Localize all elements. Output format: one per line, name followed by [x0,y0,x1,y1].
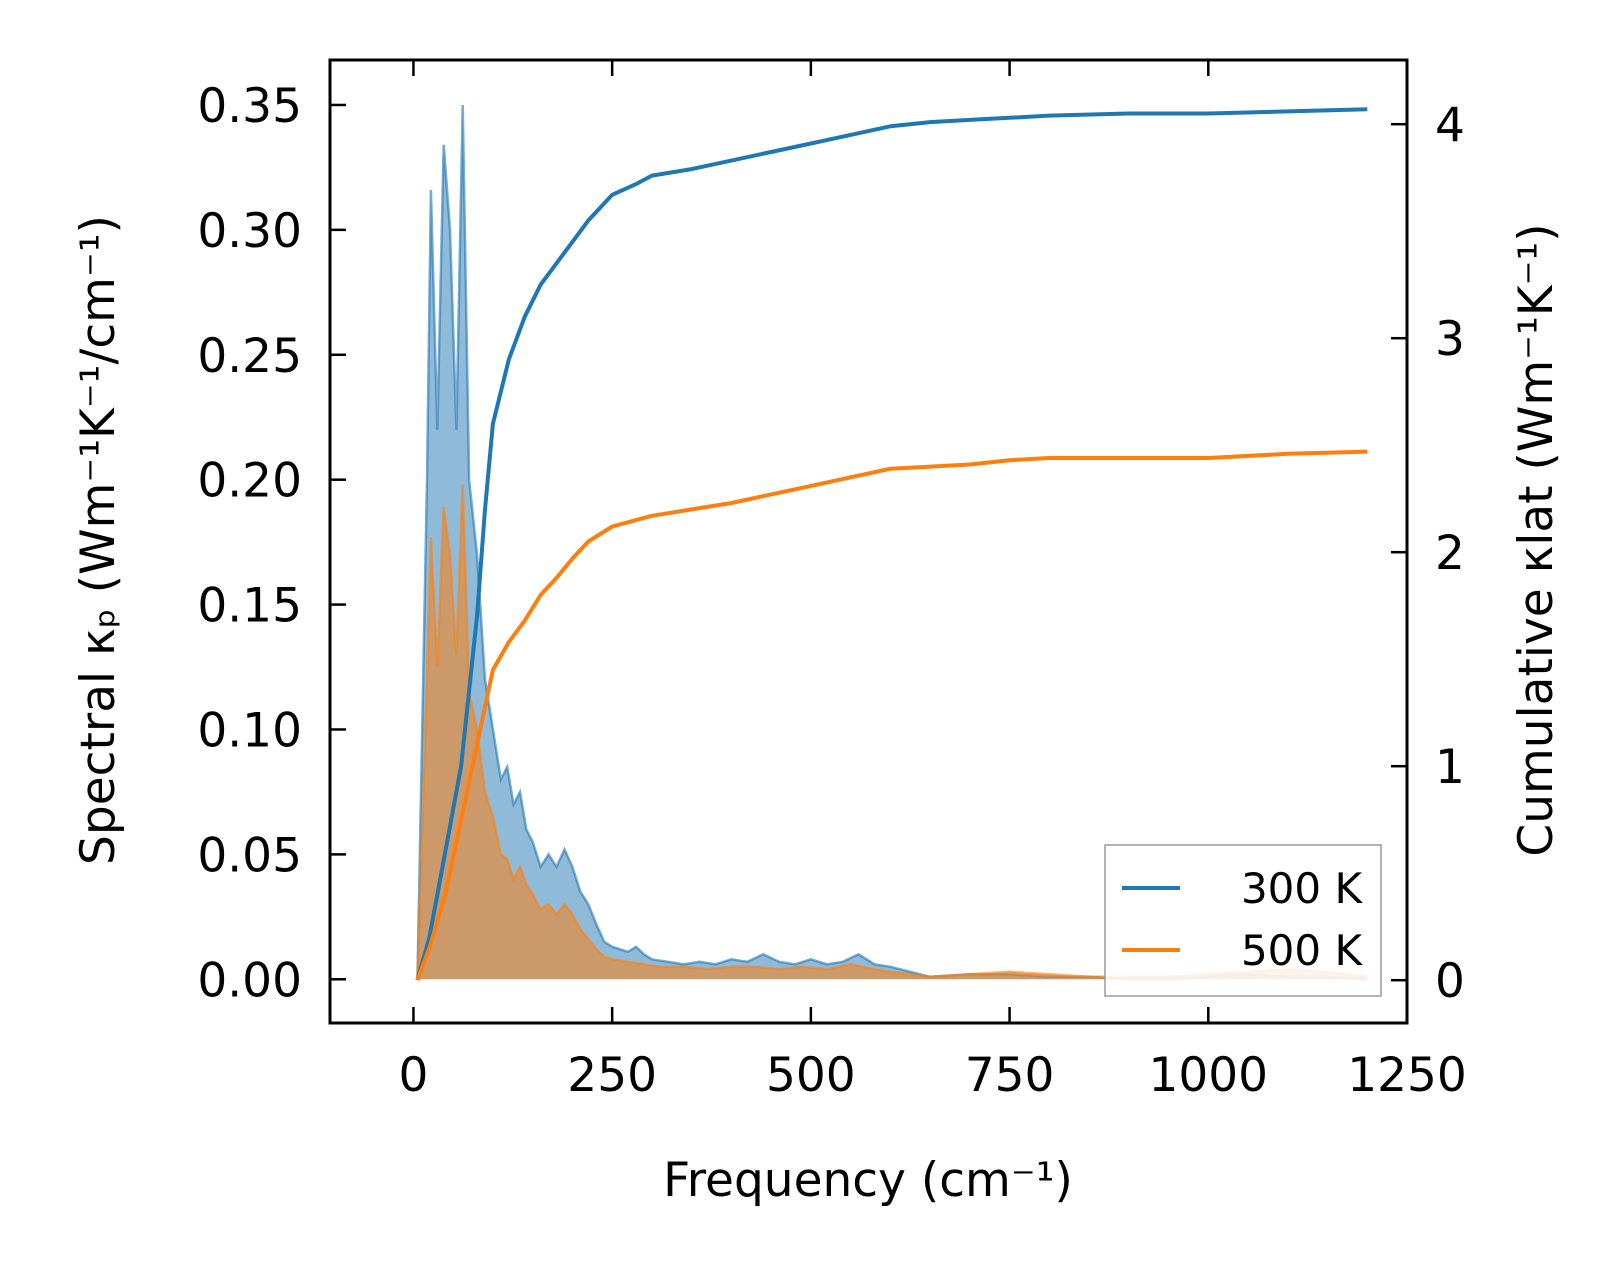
x-tick-label: 1000 [1148,1048,1268,1103]
x-axis-label: Frequency (cm⁻¹) [663,1153,1073,1208]
spectral-area-500-k [417,484,1368,980]
x-tick-label: 0 [399,1048,429,1103]
y-left-tick-label: 0.25 [197,329,302,384]
y-right-tick-label: 1 [1435,740,1465,795]
y-left-tick-label: 0.35 [197,79,302,134]
cumulative-line-300-k [415,107,1368,981]
plot-frame [328,58,1409,1025]
y-right-tick-label: 4 [1435,98,1465,153]
y-right-tick-label: 3 [1435,312,1465,367]
legend-box [1104,844,1382,997]
y-left-tick-label: 0.05 [197,828,302,883]
y-left-tick-label: 0.30 [197,204,302,259]
y-axis-label-right: Cumulative κlat (Wm⁻¹K⁻¹) [1509,223,1564,856]
y-left-tick-label: 0.10 [197,703,302,758]
y-left-tick-label: 0.15 [197,579,302,634]
x-tick-label: 750 [965,1048,1055,1103]
legend-label-300k: 300 K [1241,864,1364,913]
axis-ticks [330,60,1409,1023]
cumulative-line-500-k [415,449,1368,981]
y-left-tick-label: 0.20 [197,454,302,509]
x-tick-label: 250 [567,1048,657,1103]
y-axis-label-left: Spectral κₚ (Wm⁻¹K⁻¹/cm⁻¹) [71,215,126,865]
y-right-tick-label: 2 [1435,526,1465,581]
legend-label-500k: 500 K [1241,926,1364,975]
spectral-fills [416,104,1368,981]
x-tick-label: 500 [766,1048,856,1103]
spectral-edge-500-k [416,484,1368,980]
y-left-tick-label: 0.00 [197,953,302,1008]
cumulative-lines [415,107,1368,981]
legend: 300 K 500 K [1104,844,1382,997]
y-right-tick-label: 0 [1435,954,1465,1009]
x-tick-label: 1250 [1347,1048,1467,1103]
